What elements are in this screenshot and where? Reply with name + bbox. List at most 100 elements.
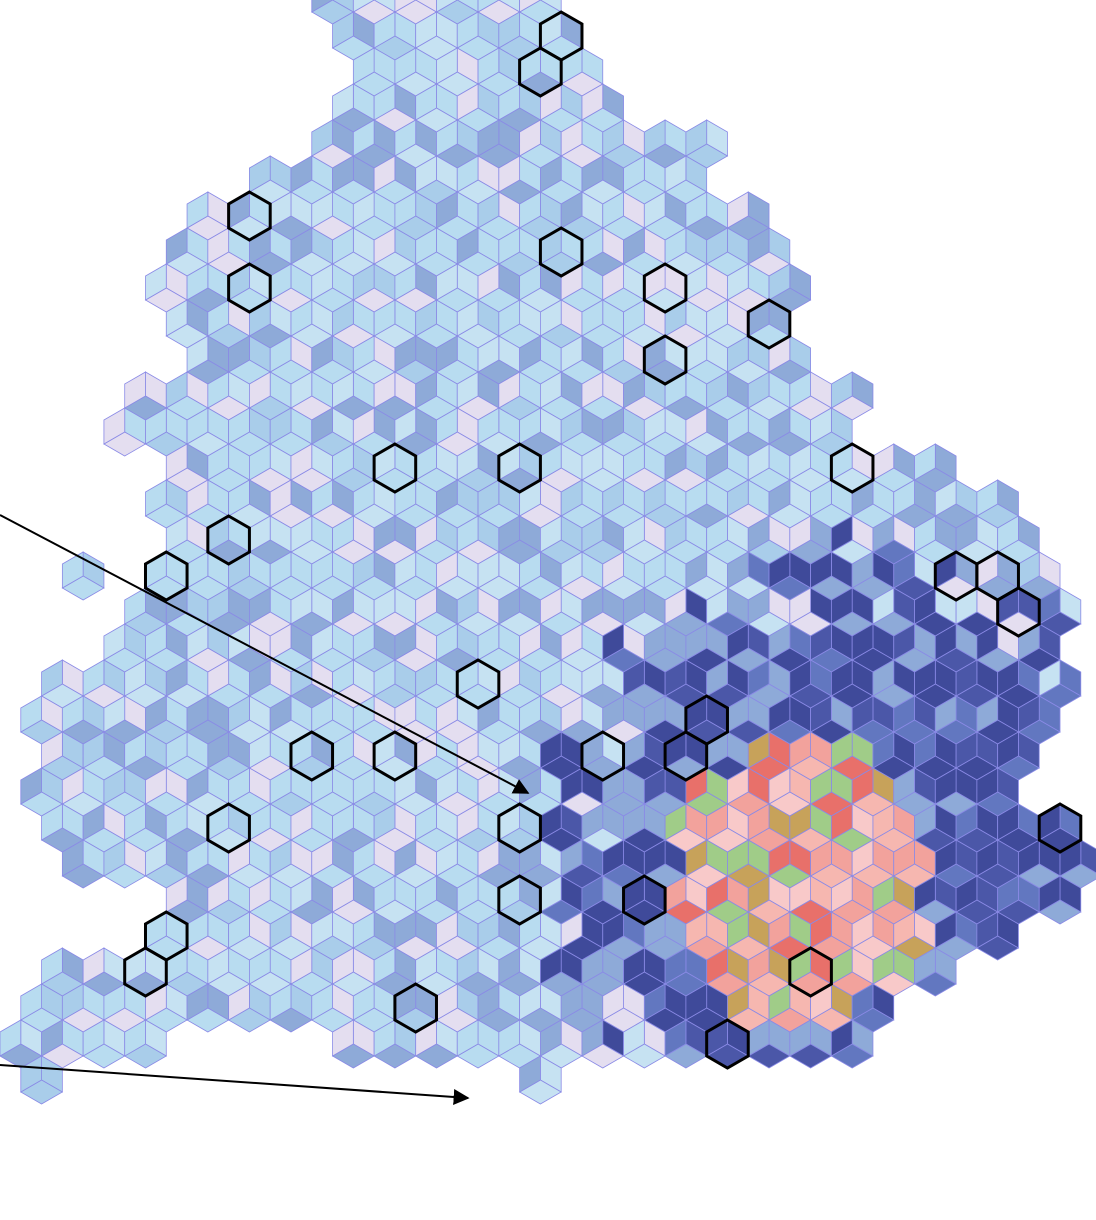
hex-facet: [747, 515, 770, 553]
hex-facet: [1018, 695, 1040, 733]
hex-facet: [394, 119, 417, 157]
hex-facet: [456, 587, 479, 625]
hex-facet: [643, 767, 666, 805]
hex-facet: [685, 911, 708, 949]
hex-facet: [602, 263, 624, 301]
hex-facet: [352, 47, 375, 85]
hex-facet: [477, 191, 500, 229]
hex-facet: [186, 767, 209, 805]
hex-facet: [20, 767, 42, 805]
hex-facet: [664, 227, 687, 265]
hex-facet: [290, 443, 313, 481]
hex-facet: [706, 659, 728, 697]
hex-facet: [20, 1055, 42, 1093]
hex-facet: [914, 515, 936, 553]
hex-facet: [519, 263, 541, 301]
hex-facet: [269, 767, 292, 805]
hex-facet: [373, 947, 396, 985]
hex-facet: [249, 587, 271, 625]
hex-facet: [82, 731, 105, 769]
hex-facet: [352, 335, 375, 373]
hex-facet: [394, 839, 417, 877]
hex-facet: [207, 875, 230, 913]
hex-facet: [664, 587, 687, 625]
hex-facet: [290, 227, 313, 265]
hex-facet: [332, 803, 354, 841]
hex-facet: [477, 479, 500, 517]
hex-facet: [436, 479, 458, 517]
hex-facet: [269, 911, 292, 949]
hex-facet: [290, 371, 313, 409]
hex-outline: [1037, 802, 1083, 854]
hex-facet: [830, 371, 853, 409]
hex-facet: [768, 911, 791, 949]
hex-facet: [165, 299, 188, 337]
hex-facet: [1038, 875, 1061, 913]
hex-facet: [872, 731, 895, 769]
hex-facet: [706, 227, 728, 265]
hex-facet: [581, 875, 604, 913]
pointer-arrow: [0, 514, 530, 794]
hex-facet: [186, 695, 209, 733]
hex-facet: [477, 263, 500, 301]
hex-facet: [352, 263, 375, 301]
hex-facet: [955, 731, 978, 769]
hex-facet: [768, 263, 791, 301]
hex-facet: [685, 839, 708, 877]
hex-facet: [124, 587, 146, 625]
hex-facet: [373, 875, 396, 913]
hex-facet: [145, 695, 167, 733]
hex-facet: [456, 11, 479, 49]
hex-outline: [497, 442, 542, 494]
hex-outline: [143, 550, 189, 602]
hex-facet: [789, 1019, 811, 1057]
hex-facet: [249, 443, 271, 481]
hex-facet: [249, 947, 271, 985]
hex-facet: [186, 263, 209, 301]
hex-facet: [352, 551, 375, 589]
hex-facet: [560, 983, 583, 1021]
hex-facet: [456, 155, 479, 193]
hex-facet: [373, 659, 396, 697]
hex-facet: [768, 407, 791, 445]
hex-facet: [290, 947, 313, 985]
hex-facet: [165, 875, 188, 913]
hex-facet: [664, 443, 687, 481]
hex-facet: [768, 767, 791, 805]
hex-facet: [352, 695, 375, 733]
hex-facet: [186, 839, 209, 877]
hex-facet: [373, 587, 396, 625]
hex-facet: [851, 983, 874, 1021]
hex-facet: [602, 335, 624, 373]
hex-facet: [436, 911, 458, 949]
hex-facet: [415, 83, 437, 121]
hex-facet: [415, 947, 437, 985]
hex-facet: [207, 731, 230, 769]
hex-facet: [789, 443, 811, 481]
hex-facet: [311, 983, 333, 1021]
hex-facet: [61, 767, 84, 805]
hex-facet: [352, 0, 375, 13]
hex-facet: [602, 695, 624, 733]
hex-facet: [810, 911, 832, 949]
hex-facet: [373, 155, 396, 193]
hex-facet: [623, 515, 645, 553]
hex-facet: [394, 47, 417, 85]
hex-facet: [165, 227, 188, 265]
hex-facet: [145, 839, 167, 877]
hex-facet: [560, 119, 583, 157]
hex-facet: [436, 119, 458, 157]
hex-facet: [456, 1019, 479, 1057]
hex-facet: [415, 803, 437, 841]
hex-facet: [893, 695, 915, 733]
hex-facet: [394, 407, 417, 445]
hex-facet: [539, 515, 562, 553]
hex-facet: [373, 1019, 396, 1057]
hex-facet: [914, 875, 936, 913]
hex-facet: [332, 875, 354, 913]
hex-facet: [311, 0, 333, 13]
hex-facet: [747, 947, 770, 985]
hex-facet: [581, 155, 604, 193]
hex-facet: [415, 227, 437, 265]
